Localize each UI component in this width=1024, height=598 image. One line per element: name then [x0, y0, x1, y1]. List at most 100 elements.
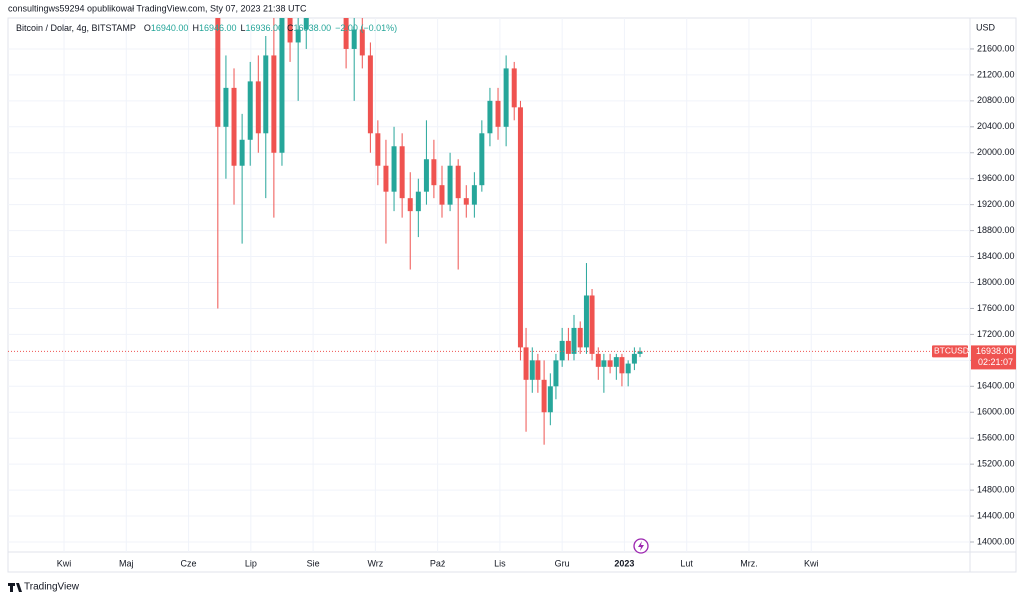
y-tick-label: 17200.00	[977, 329, 1015, 339]
candle-body	[471, 185, 477, 205]
candle-body	[455, 165, 461, 199]
x-tick-label: Maj	[119, 558, 134, 568]
event-icon-bolt	[638, 541, 644, 551]
x-tick-label: Cze	[181, 558, 197, 568]
candle-body	[637, 351, 643, 354]
legend-item: 16946.00	[199, 23, 237, 33]
legend-item: C	[287, 23, 294, 33]
y-tick-label: 20400.00	[977, 121, 1015, 131]
candle-body	[231, 87, 237, 166]
y-tick-label: 19200.00	[977, 199, 1015, 209]
candle-body	[571, 327, 577, 354]
candle-body	[503, 68, 509, 127]
candle-body	[367, 55, 373, 134]
candle-body	[375, 133, 381, 166]
x-tick-label: Kwi	[57, 558, 72, 568]
y-tick-label: 14400.00	[977, 510, 1015, 520]
x-tick-label: Lip	[245, 558, 257, 568]
y-tick-label: 15600.00	[977, 433, 1015, 443]
candle-body	[541, 379, 547, 413]
candle-body	[565, 340, 571, 354]
legend-item: 16936.00	[246, 23, 284, 33]
candle-body	[577, 327, 583, 348]
y-tick-label: 21600.00	[977, 43, 1015, 53]
candle-body	[595, 353, 601, 367]
logo	[8, 583, 22, 592]
candle-body	[523, 347, 529, 380]
candle-body	[423, 159, 429, 192]
candle-body	[255, 81, 261, 134]
candle-body	[487, 100, 493, 134]
symbol-tag-label: BTCUSD	[934, 346, 969, 356]
candles	[215, 18, 643, 445]
legend-item: 16938.00	[294, 23, 332, 33]
candle-body	[431, 159, 437, 186]
candle-body	[359, 29, 365, 56]
countdown: 02:21:07	[978, 357, 1013, 367]
legend-item: L	[240, 23, 245, 33]
y-tick-label: 18000.00	[977, 277, 1015, 287]
candle-body	[215, 18, 221, 127]
price-tag	[971, 345, 1016, 370]
x-tick-label: Gru	[555, 558, 570, 568]
candle-body	[583, 295, 589, 348]
x-tick-label: 2023	[614, 558, 634, 568]
x-tick-label: Mrz.	[740, 558, 758, 568]
candle-body	[247, 81, 253, 140]
candle-body	[223, 87, 229, 127]
x-tick-label: Wrz	[367, 558, 383, 568]
candle-body	[271, 55, 277, 153]
candle-body	[343, 18, 349, 49]
candle-body	[383, 165, 389, 192]
candle-body	[607, 360, 613, 367]
candle-body	[303, 18, 309, 30]
y-tick-label: 18400.00	[977, 251, 1015, 261]
candle-body	[619, 357, 625, 374]
candle-body	[439, 185, 445, 205]
x-tick-label: Paź	[430, 558, 446, 568]
candle-body	[547, 386, 553, 413]
candle-body	[463, 198, 469, 205]
candle-body	[287, 18, 293, 43]
y-tick-label: 20800.00	[977, 95, 1015, 105]
legend-item: −2.00 (−0.01%)	[335, 23, 397, 33]
y-axis-label: USD	[976, 22, 996, 32]
candle-body	[495, 100, 501, 127]
candle-body	[589, 295, 595, 354]
legend-item: Bitcoin / Dolar, 4g, BITSTAMP	[16, 23, 136, 33]
candle-body	[391, 146, 397, 192]
x-tick-label: Kwi	[804, 558, 819, 568]
frame	[7, 17, 1017, 573]
symbol-tag	[932, 345, 968, 358]
y-tick-label: 21200.00	[977, 69, 1015, 79]
legend-item: H	[192, 23, 199, 33]
legend-item: O	[144, 23, 151, 33]
y-tick-label: 14800.00	[977, 484, 1015, 494]
candle-body	[263, 55, 269, 134]
y-tick-label: 20000.00	[977, 147, 1015, 157]
candle-body	[279, 18, 285, 153]
y-tick-label: 17600.00	[977, 303, 1015, 313]
candle-body	[295, 29, 301, 43]
y-tick-label: 19600.00	[977, 173, 1015, 183]
grid	[8, 18, 970, 552]
price-tag-label: 16938.00	[976, 346, 1014, 356]
candle-body	[613, 357, 619, 367]
candle-body	[553, 360, 559, 387]
candle-body	[447, 165, 453, 205]
y-tick-label: 14000.00	[977, 536, 1015, 546]
header: consultingws59294 opublikował TradingVie…	[8, 3, 307, 13]
candle-body	[351, 29, 357, 49]
x-tick-label: Sie	[307, 558, 320, 568]
candle-body	[625, 363, 631, 374]
y-tick-label: 18800.00	[977, 225, 1015, 235]
legend: Bitcoin / Dolar, 4g, BITSTAMP O16940.00 H1…	[16, 23, 397, 33]
candle-body	[479, 133, 485, 186]
y-tick-label: 16000.00	[977, 407, 1015, 417]
candle-body	[529, 360, 535, 380]
footer: TradingView	[24, 582, 80, 593]
y-tick-label: 15200.00	[977, 459, 1015, 469]
candle-body	[407, 198, 413, 212]
candle-body	[399, 146, 405, 199]
